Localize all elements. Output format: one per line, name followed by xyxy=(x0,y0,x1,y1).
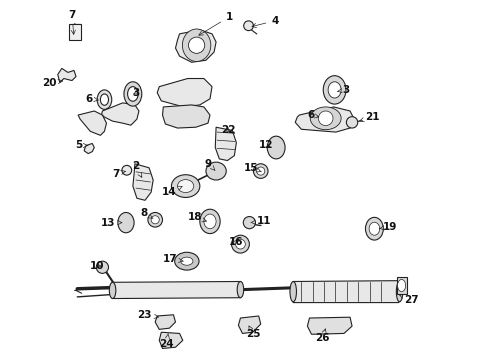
Text: 5: 5 xyxy=(75,140,87,150)
Text: 18: 18 xyxy=(187,212,206,222)
Polygon shape xyxy=(290,281,400,303)
Text: 8: 8 xyxy=(141,208,153,219)
Circle shape xyxy=(96,261,108,273)
Ellipse shape xyxy=(368,222,379,235)
Text: 15: 15 xyxy=(244,163,261,173)
Circle shape xyxy=(256,167,264,175)
Ellipse shape xyxy=(109,282,116,298)
Text: 26: 26 xyxy=(315,329,329,343)
Polygon shape xyxy=(175,30,216,62)
Text: 24: 24 xyxy=(159,334,174,349)
Circle shape xyxy=(243,216,255,229)
Text: 3: 3 xyxy=(132,88,140,98)
Text: 27: 27 xyxy=(399,294,417,305)
Polygon shape xyxy=(102,103,139,125)
Text: 22: 22 xyxy=(221,126,235,135)
Ellipse shape xyxy=(365,217,383,240)
Ellipse shape xyxy=(266,136,285,159)
Polygon shape xyxy=(159,332,183,348)
Circle shape xyxy=(151,216,159,224)
Text: 23: 23 xyxy=(137,310,158,320)
Ellipse shape xyxy=(181,257,193,265)
Bar xyxy=(69,24,81,40)
Ellipse shape xyxy=(323,76,346,104)
Ellipse shape xyxy=(205,162,226,180)
Polygon shape xyxy=(238,316,260,333)
Text: 17: 17 xyxy=(163,254,183,264)
Text: 6: 6 xyxy=(306,110,318,120)
Ellipse shape xyxy=(231,235,249,253)
Text: 10: 10 xyxy=(90,261,104,271)
Polygon shape xyxy=(155,315,175,329)
Text: 25: 25 xyxy=(245,326,260,339)
Ellipse shape xyxy=(123,82,142,106)
Circle shape xyxy=(188,37,204,53)
Text: 14: 14 xyxy=(162,186,182,197)
Text: 4: 4 xyxy=(251,16,278,27)
Ellipse shape xyxy=(171,175,200,197)
Ellipse shape xyxy=(182,29,210,62)
Polygon shape xyxy=(157,78,212,107)
Ellipse shape xyxy=(327,82,341,98)
Text: 6: 6 xyxy=(85,94,98,104)
Text: 7: 7 xyxy=(68,10,76,35)
Polygon shape xyxy=(162,105,209,128)
Circle shape xyxy=(122,165,131,175)
Ellipse shape xyxy=(200,209,220,234)
Text: 2: 2 xyxy=(131,161,142,177)
Polygon shape xyxy=(133,164,153,200)
Ellipse shape xyxy=(395,282,402,302)
Circle shape xyxy=(318,111,332,126)
Circle shape xyxy=(253,164,267,178)
Polygon shape xyxy=(295,107,353,132)
Ellipse shape xyxy=(177,180,193,193)
Text: 11: 11 xyxy=(250,216,270,226)
Ellipse shape xyxy=(127,87,138,101)
Circle shape xyxy=(346,117,357,128)
Polygon shape xyxy=(58,68,76,82)
Text: 20: 20 xyxy=(42,77,62,87)
Polygon shape xyxy=(215,127,236,161)
Text: 19: 19 xyxy=(379,222,396,232)
Text: 16: 16 xyxy=(229,237,243,247)
Ellipse shape xyxy=(237,282,243,298)
Text: 1: 1 xyxy=(199,12,233,35)
Ellipse shape xyxy=(118,212,134,233)
Circle shape xyxy=(243,21,253,31)
Text: 9: 9 xyxy=(204,159,214,170)
Polygon shape xyxy=(84,144,94,154)
Ellipse shape xyxy=(397,279,405,292)
Text: 13: 13 xyxy=(101,218,122,228)
Ellipse shape xyxy=(289,282,296,302)
Ellipse shape xyxy=(174,252,199,270)
Polygon shape xyxy=(307,317,351,334)
Ellipse shape xyxy=(309,107,341,130)
Text: 21: 21 xyxy=(359,112,379,122)
Text: 7: 7 xyxy=(112,169,125,179)
Polygon shape xyxy=(78,111,106,135)
Ellipse shape xyxy=(203,214,216,229)
Ellipse shape xyxy=(97,90,112,109)
Text: 12: 12 xyxy=(258,140,272,150)
Text: 3: 3 xyxy=(337,85,349,95)
Polygon shape xyxy=(110,282,242,298)
Bar xyxy=(396,278,406,294)
Circle shape xyxy=(147,212,162,227)
Ellipse shape xyxy=(100,94,108,105)
Ellipse shape xyxy=(235,239,245,249)
